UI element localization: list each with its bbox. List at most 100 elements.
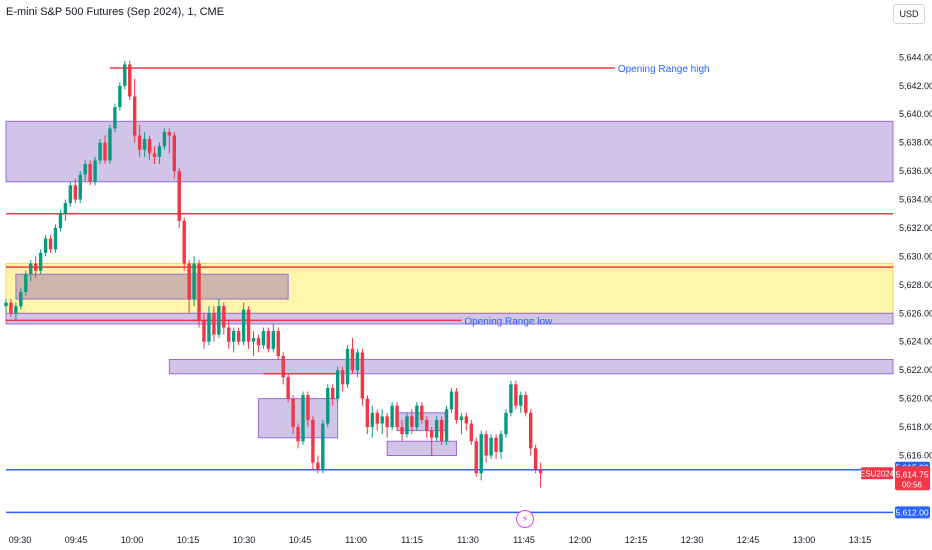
level-label-3: Opening Range low — [464, 316, 553, 327]
zone-brown-3 — [15, 273, 289, 300]
candle-43 — [217, 306, 221, 335]
candle-33 — [167, 131, 172, 136]
y-tick-label-6: 5,632.00 — [899, 223, 932, 233]
x-tick-label-14: 13:00 — [793, 535, 816, 545]
candle-80 — [400, 427, 404, 435]
candle-77 — [385, 416, 389, 428]
y-tick-label-13: 5,618.00 — [899, 422, 932, 432]
candle-107 — [533, 448, 538, 470]
y-tick-label-3: 5,638.00 — [899, 138, 932, 148]
candle-45 — [227, 327, 231, 342]
y-tick-label-11: 5,622.00 — [899, 365, 932, 375]
candle-96 — [479, 434, 483, 474]
candle-67 — [335, 370, 340, 399]
x-tick-label-9: 11:45 — [513, 535, 535, 545]
candle-64 — [321, 423, 325, 470]
candle-26 — [133, 96, 137, 136]
candle-79 — [395, 405, 399, 428]
candle-24 — [123, 64, 127, 86]
candles-layer — [4, 60, 543, 488]
x-tick-label-12: 12:30 — [681, 535, 704, 545]
time-axis[interactable]: 09:30 09:45 10:00 10:15 10:30 10:45 11:00 11:15… — [9, 535, 872, 545]
candle-52 — [261, 331, 266, 346]
candle-97 — [484, 434, 488, 456]
y-tick-label-14: 5,616.00 — [899, 451, 932, 461]
candle-59 — [296, 427, 300, 442]
x-tick-label-0: 09:30 — [9, 535, 32, 545]
candle-49 — [246, 309, 251, 342]
candle-98 — [489, 437, 493, 456]
candle-27 — [137, 135, 142, 150]
candle-73 — [365, 398, 370, 428]
candle-17 — [88, 163, 92, 182]
candle-66 — [331, 387, 335, 399]
x-tick-label-3: 10:15 — [177, 535, 200, 545]
x-tick-label-5: 10:45 — [289, 535, 312, 545]
y-tick-label-10: 5,624.00 — [899, 337, 932, 347]
candle-25 — [128, 64, 132, 97]
candle-100 — [499, 434, 503, 452]
candle-68 — [340, 370, 345, 385]
candle-71 — [355, 352, 360, 371]
x-tick-label-7: 11:15 — [401, 535, 423, 545]
candle-88 — [439, 419, 444, 442]
candle-28 — [142, 139, 147, 150]
candle-47 — [236, 331, 241, 342]
candle-82 — [410, 416, 414, 428]
candle-19 — [98, 142, 102, 161]
candle-30 — [152, 153, 157, 157]
candle-31 — [157, 146, 162, 157]
candle-22 — [113, 107, 117, 129]
x-tick-label-8: 11:30 — [457, 535, 479, 545]
candle-50 — [251, 338, 256, 342]
candle-3 — [19, 291, 23, 307]
candle-10 — [53, 227, 58, 250]
candle-86 — [430, 430, 434, 438]
candle-83 — [415, 405, 419, 428]
x-tick-label-13: 12:45 — [737, 535, 760, 545]
x-tick-label-11: 12:15 — [625, 535, 648, 545]
candle-81 — [405, 416, 409, 435]
candle-34 — [172, 135, 176, 172]
candle-87 — [434, 419, 439, 438]
x-tick-label-10: 12:00 — [569, 535, 592, 545]
last-price-text: 5,614.75 — [895, 469, 928, 479]
candle-32 — [162, 131, 167, 147]
candle-5 — [29, 263, 33, 275]
currency-button[interactable]: USD — [893, 4, 925, 24]
candle-14 — [73, 185, 77, 200]
candle-95 — [474, 441, 478, 474]
candle-75 — [375, 412, 379, 424]
candle-76 — [380, 416, 384, 424]
candle-11 — [58, 213, 63, 228]
symbol-badge — [861, 467, 893, 480]
candle-60 — [301, 395, 305, 442]
last-price-badge — [895, 466, 930, 491]
x-tick-label-6: 11:00 — [345, 535, 367, 545]
candle-91 — [454, 391, 459, 420]
candle-42 — [212, 313, 216, 335]
zone-purple-0 — [5, 120, 894, 183]
candle-51 — [256, 338, 261, 346]
chart-title: E-mini S&P 500 Futures (Sep 2024), 1, CM… — [6, 6, 225, 18]
y-tick-label-7: 5,630.00 — [899, 251, 932, 261]
candle-104 — [519, 395, 523, 406]
price-axis[interactable]: 5,644.00 5,642.00 5,640.00 5,638.00 5,636.00… — [899, 52, 932, 460]
candle-53 — [266, 331, 271, 349]
zones-layer — [5, 120, 894, 456]
candle-57 — [286, 377, 290, 399]
candle-1 — [9, 302, 13, 314]
candle-4 — [24, 274, 28, 292]
candle-18 — [93, 160, 97, 182]
candle-90 — [449, 391, 454, 410]
y-tick-label-2: 5,640.00 — [899, 109, 932, 119]
candle-44 — [222, 306, 226, 328]
x-tick-label-15: 13:15 — [849, 535, 872, 545]
candle-23 — [118, 85, 122, 108]
candle-106 — [529, 412, 533, 449]
candle-21 — [108, 128, 112, 161]
symbol-badge-text: ESU2024 — [860, 469, 895, 478]
lightning-icon[interactable]: ⚡ — [516, 510, 534, 528]
